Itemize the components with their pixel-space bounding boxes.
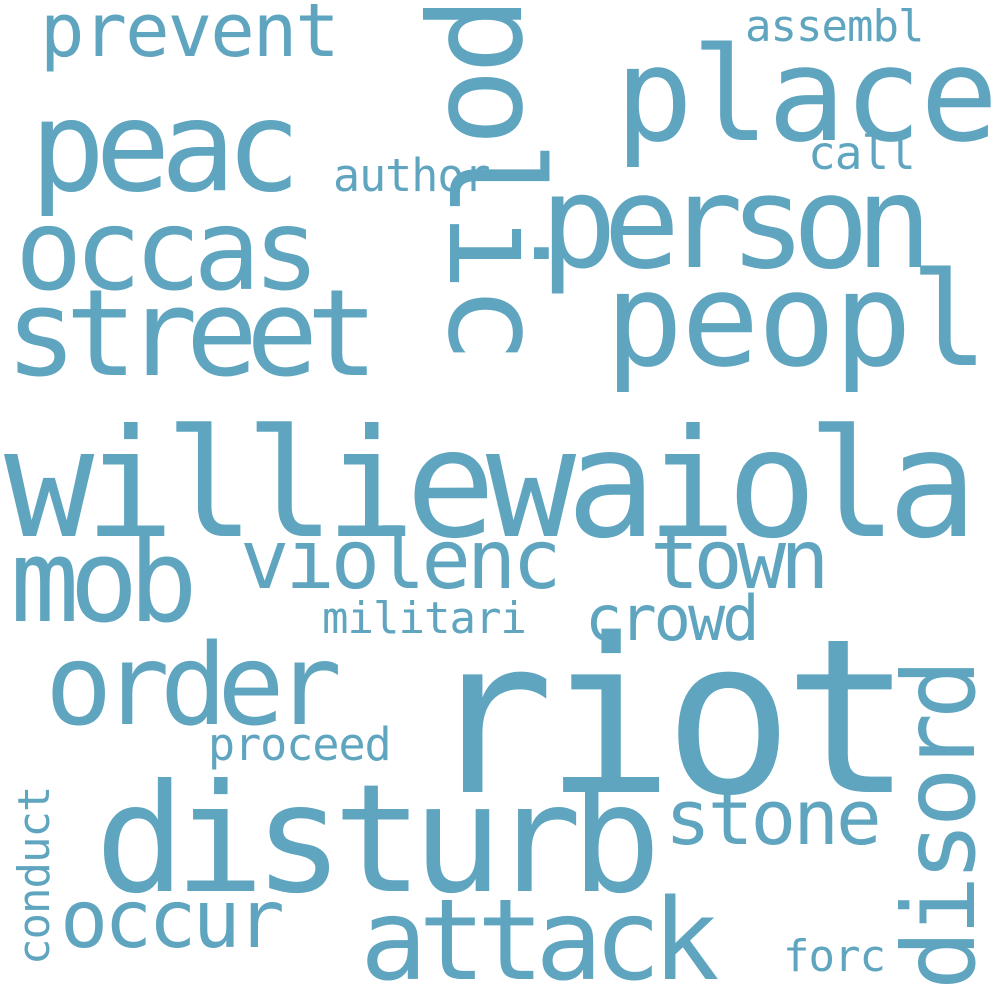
word-mob: mob — [10, 515, 198, 649]
word-place: place — [615, 19, 998, 171]
word-riot: riot — [425, 592, 913, 843]
word-proceed: proceed — [208, 718, 392, 771]
word-stone: stone — [665, 773, 882, 862]
word-author: author — [333, 149, 491, 202]
word-assembl: assembl — [745, 1, 924, 52]
word-williewaiola: williewaiola — [4, 398, 978, 572]
word-person: person — [540, 149, 932, 298]
word-call: call — [808, 126, 916, 180]
word-forc: forc — [783, 931, 886, 982]
word-town: town — [650, 513, 830, 608]
word-attack: attack — [360, 876, 720, 1000]
word-occur: occur — [60, 873, 285, 966]
word-peopl: peopl — [605, 244, 988, 396]
word-conduct: conduct — [9, 786, 60, 965]
word-disturb: disturb — [95, 753, 661, 927]
word-disord: disord — [881, 664, 998, 990]
word-prevent: prevent — [40, 0, 340, 74]
word-order: order — [45, 621, 342, 751]
word-violenc: violenc — [240, 513, 562, 608]
word-militari: militari — [322, 593, 527, 644]
word-peac: peac — [30, 75, 301, 220]
word-street: street — [5, 265, 379, 404]
word-crowd: crowd — [585, 582, 760, 655]
word-occas: occas — [15, 186, 320, 316]
